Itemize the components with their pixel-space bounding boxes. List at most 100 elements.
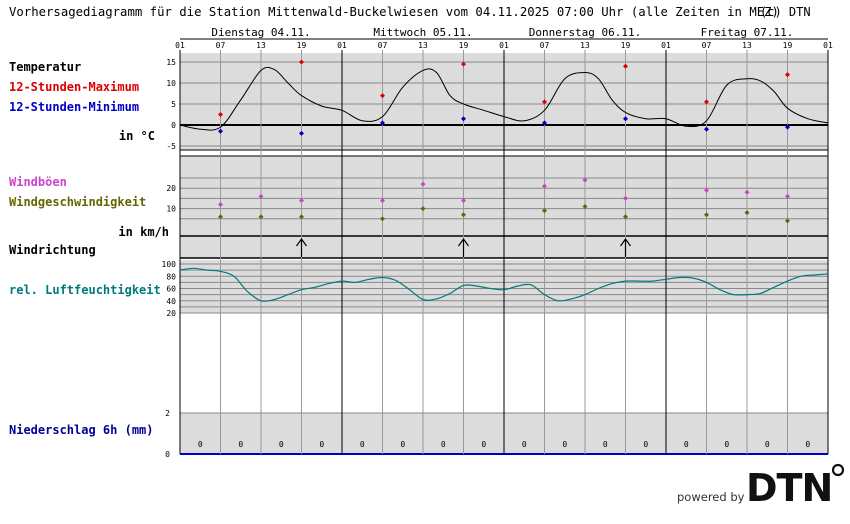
hour-tick-label: 07 [702, 41, 712, 50]
precip-value: 0 [441, 440, 446, 449]
day-label: Dienstag 04.11. [211, 26, 310, 39]
precip-value: 0 [481, 440, 486, 449]
hour-tick-label: 07 [378, 41, 388, 50]
precip-tick-label: 2 [165, 409, 170, 418]
precip-value: 0 [198, 440, 203, 449]
data-series: 0 0 0 0 0 0 0 0 0 0 0 0 0 0 0 0 [179, 59, 829, 449]
min12h-point [461, 116, 466, 122]
gust-point [704, 187, 709, 193]
label-max12h: 12-Stunden-Maximum [9, 80, 139, 94]
max12h-point [461, 61, 466, 67]
precip-value: 0 [603, 440, 608, 449]
day-label: Freitag 07.11. [701, 26, 794, 39]
label-wind-unit: in km/h [118, 225, 169, 239]
wind-speed-point [744, 210, 750, 216]
copyright-label: (c) DTN [760, 5, 811, 19]
gust-point [623, 195, 628, 201]
wind-speed-point [299, 214, 304, 220]
hour-tick-label: 01 [175, 41, 185, 50]
precip-value: 0 [279, 440, 284, 449]
wind-tick-label: 20 [166, 184, 176, 193]
hour-tick-label: 13 [742, 41, 752, 50]
gust-point [582, 177, 588, 183]
max12h-point [704, 99, 709, 105]
axis-labels: Dienstag 04.11. Mittwoch 05.11. Donnerstag… [162, 26, 833, 459]
humidity-tick-label: 80 [166, 272, 176, 281]
max12h-point [785, 72, 790, 78]
wind-tick-label: 10 [166, 205, 176, 214]
wind-speed-point [380, 216, 385, 222]
wind-speed-point [542, 208, 547, 214]
precip-value: 0 [643, 440, 648, 449]
hour-tick-label: 07 [216, 41, 226, 50]
logo-dot-icon [831, 463, 845, 477]
hour-tick-label: 01 [337, 41, 347, 50]
gust-point [218, 202, 223, 208]
label-temperatur: Temperatur [9, 60, 81, 74]
label-wind-speed: Windgeschwindigkeit [9, 195, 146, 209]
label-wind-direction: Windrichtung [9, 243, 96, 257]
hour-tick-label: 13 [418, 41, 428, 50]
page-title: Vorhersagediagramm für die Station Mitte… [9, 5, 779, 19]
hour-tick-label: 19 [459, 41, 469, 50]
wind-speed-point [785, 218, 790, 224]
min12h-point [218, 128, 223, 134]
humidity-tick-label: 20 [166, 309, 176, 318]
temp-tick-label: 15 [166, 58, 176, 67]
grid-lines [179, 38, 829, 455]
temp-tick-label: -5 [166, 142, 176, 151]
humidity-tick-label: 60 [166, 285, 176, 294]
precip-value: 0 [724, 440, 729, 449]
precip-value: 0 [319, 440, 324, 449]
gust-point [461, 197, 466, 203]
day-label: Donnerstag 06.11. [529, 26, 642, 39]
label-precip: Niederschlag 6h (mm) [9, 423, 154, 437]
gust-point [744, 189, 750, 195]
wind-speed-point [582, 204, 588, 210]
hour-tick-label: 19 [297, 41, 307, 50]
wind-direction-arrow-icon [458, 237, 469, 257]
day-label: Mittwoch 05.11. [373, 26, 472, 39]
min12h-point [704, 126, 709, 132]
min12h-point [542, 120, 547, 126]
precip-value: 0 [765, 440, 770, 449]
precip-value: 0 [238, 440, 243, 449]
precip-tick-label: 0 [165, 450, 170, 459]
max12h-point [299, 59, 304, 65]
precip-value: 0 [360, 440, 365, 449]
gust-point [785, 193, 790, 199]
precip-value: 0 [684, 440, 689, 449]
precip-value: 0 [522, 440, 527, 449]
powered-by-label: powered by [677, 490, 745, 504]
max12h-point [380, 93, 385, 99]
hour-tick-label: 01 [499, 41, 509, 50]
label-temp-unit: in °C [119, 129, 155, 143]
hour-tick-label: 01 [823, 41, 833, 50]
dtn-logo: DTN [746, 466, 832, 510]
min12h-point [299, 130, 304, 136]
gust-point [420, 181, 426, 187]
hour-tick-label: 13 [580, 41, 590, 50]
wind-speed-point [704, 212, 709, 218]
gust-point [380, 197, 385, 203]
label-humidity: rel. Luftfeuchtigkeit [9, 283, 161, 297]
wind-direction-arrow-icon [296, 237, 307, 257]
wind-speed-point [461, 212, 466, 218]
humidity-line [179, 267, 829, 302]
min12h-point [623, 116, 628, 122]
hour-tick-label: 13 [256, 41, 266, 50]
hour-tick-label: 19 [621, 41, 631, 50]
wind-speed-point [420, 206, 426, 212]
precip-value: 0 [562, 440, 567, 449]
wind-speed-point [623, 214, 628, 220]
humidity-tick-label: 100 [162, 260, 177, 269]
temp-tick-label: 10 [166, 79, 176, 88]
label-min12h: 12-Stunden-Minimum [9, 100, 139, 114]
label-gusts: Windböen [9, 175, 67, 189]
wind-speed-point [218, 214, 223, 220]
temperature-line [179, 66, 829, 131]
max12h-point [542, 99, 547, 105]
hour-tick-label: 07 [540, 41, 550, 50]
wind-direction-arrow-icon [620, 237, 631, 257]
